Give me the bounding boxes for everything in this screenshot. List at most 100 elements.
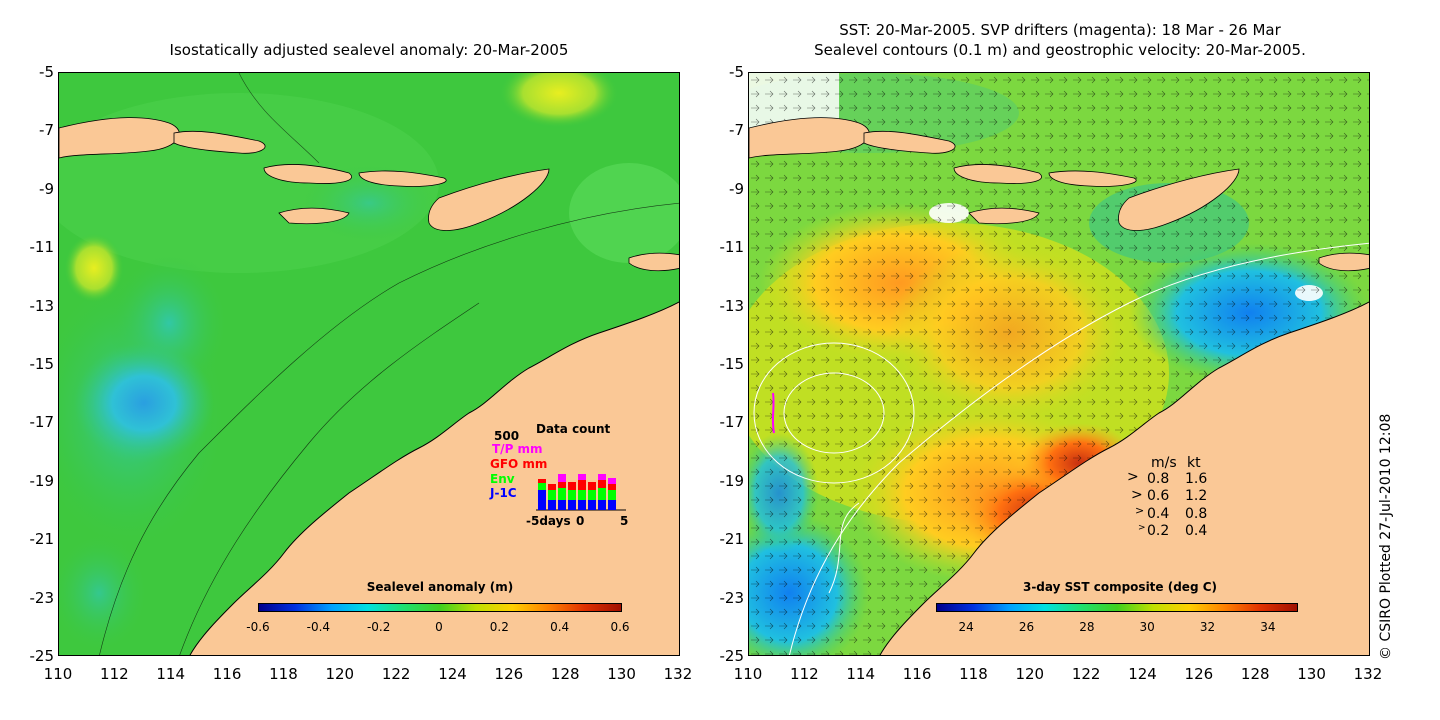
left-y-tick-0: -5 [39, 63, 54, 81]
velocity-header-kt: kt [1187, 455, 1201, 471]
left-x-tick-10: 130 [607, 665, 636, 683]
right-x-tick-3: 116 [902, 665, 932, 683]
sst-colorbar [936, 603, 1298, 612]
legend-j1c: J-1C [490, 486, 517, 500]
sealevel-colorbar [258, 603, 622, 612]
right-x-tick-6: 122 [1071, 665, 1101, 683]
left-map [58, 72, 680, 656]
bali-lombok [173, 130, 266, 154]
right-y-tick-1: -7 [729, 121, 744, 140]
left-panel-title: Isostatically adjusted sealevel anomaly:… [169, 41, 569, 59]
plot-credit: © CSIRO Plotted 27-Jul-2010 12:08 [1378, 413, 1394, 660]
left-x-tick-9: 128 [550, 665, 580, 683]
velocity-row-2-kt: 1.2 [1185, 488, 1208, 504]
bar-group [538, 474, 616, 510]
low-anomaly-eddy [74, 343, 214, 463]
velocity-row-1-kt: 1.6 [1185, 471, 1208, 487]
right-map [748, 72, 1370, 656]
left-cb-ticks-6: 0.6 [610, 620, 630, 634]
svp-drifter-track [771, 392, 775, 434]
legend-gfo: GFO mm [490, 457, 548, 471]
right-cb-tick-3: 30 [1139, 620, 1155, 634]
data-count-x-end: 5 [620, 514, 629, 528]
velocity-arrow-02: > [1138, 523, 1146, 533]
right-y-tick-4: -13 [719, 296, 745, 315]
right-x-tick-4: 118 [959, 665, 988, 683]
left-cb-ticks-1: -0.4 [306, 620, 331, 634]
right-x-tick-1: 112 [790, 665, 819, 683]
left-x-tick-0: 110 [43, 665, 73, 683]
velocity-row-3-ms: 0.4 [1147, 506, 1170, 522]
left-x-tick-2: 114 [156, 665, 186, 683]
left-cb-ticks-3: 0 [435, 620, 443, 634]
right-y-tick-0: -5 [729, 63, 744, 81]
left-y-tick-2: -9 [39, 179, 54, 198]
right-cb-tick-0: 24 [958, 620, 974, 634]
high-anomaly-eddy [64, 233, 124, 303]
right-x-tick-7: 124 [1128, 665, 1157, 683]
data-count-max: 500 [494, 429, 520, 443]
left-y-tick-5: -15 [29, 355, 55, 373]
sumba-island [278, 207, 350, 225]
left-x-tick-11: 132 [663, 665, 693, 683]
right-cb-tick-4: 32 [1199, 620, 1216, 634]
right-y-tick-6: -17 [719, 413, 745, 432]
right-y-tick-2: -9 [729, 179, 744, 198]
right-x-tick-5: 120 [1015, 665, 1045, 683]
timor-island [428, 168, 550, 231]
left-y-tick-3: -11 [29, 238, 55, 257]
velocity-header-ms: m/s [1151, 455, 1177, 471]
left-cb-ticks-4: 0.2 [489, 620, 509, 634]
velocity-row-4-kt: 0.4 [1185, 523, 1208, 539]
left-colorbar-title: Sealevel anomaly (m) [366, 580, 514, 594]
data-count-inset: Data count 500 T/P mm GFO mm Env J-1C -5… [490, 420, 630, 530]
velocity-row-2-ms: 0.6 [1147, 488, 1170, 504]
right-y-tick-10: -25 [719, 647, 745, 665]
velocity-row-4-ms: 0.2 [1147, 523, 1170, 539]
right-cb-tick-2: 28 [1079, 620, 1095, 634]
legend-tp: T/P mm [492, 442, 543, 456]
left-cb-ticks-2: -0.2 [366, 620, 391, 634]
left-x-tick-6: 122 [381, 665, 411, 683]
legend-env: Env [490, 472, 515, 486]
left-y-tick-9: -23 [29, 588, 55, 607]
data-count-x-zero: 0 [576, 514, 585, 528]
velocity-arrow-06: > [1131, 487, 1143, 503]
right-panel-title-2: Sealevel contours (0.1 m) and geostrophi… [814, 41, 1306, 59]
right-y-tick-5: -15 [719, 355, 745, 373]
velocity-arrow-08: > [1127, 469, 1139, 485]
right-y-tick-8: -21 [719, 530, 745, 549]
velocity-row-3-kt: 0.8 [1185, 506, 1208, 522]
left-y-tick-7: -19 [29, 471, 55, 490]
left-y-tick-8: -21 [29, 530, 55, 549]
right-x-tick-10: 130 [1297, 665, 1326, 683]
left-y-tick-4: -13 [29, 296, 55, 315]
left-y-tick-1: -7 [39, 121, 54, 140]
right-y-tick-3: -11 [719, 238, 745, 257]
right-y-tick-7: -19 [719, 471, 745, 490]
velocity-arrow-04: > [1135, 504, 1145, 517]
right-x-tick-11: 132 [1353, 665, 1383, 683]
left-x-tick-5: 120 [325, 665, 355, 683]
right-colorbar-title: 3-day SST composite (deg C) [1022, 580, 1218, 594]
right-cb-tick-5: 34 [1260, 620, 1276, 634]
left-x-tick-3: 116 [212, 665, 242, 683]
left-x-tick-7: 124 [438, 665, 467, 683]
right-x-tick-2: 114 [846, 665, 876, 683]
velocity-row-1-ms: 0.8 [1147, 471, 1170, 487]
left-y-tick-10: -25 [29, 647, 55, 665]
right-x-tick-0: 110 [733, 665, 763, 683]
sst-map [749, 73, 1369, 655]
right-y-tick-9: -23 [719, 588, 745, 607]
left-x-tick-4: 118 [269, 665, 298, 683]
data-count-bars [536, 474, 626, 511]
right-x-tick-8: 126 [1184, 665, 1214, 683]
left-x-tick-1: 112 [100, 665, 129, 683]
australia-coast [189, 301, 679, 655]
right-cb-tick-1: 26 [1018, 620, 1035, 634]
right-x-tick-9: 128 [1240, 665, 1270, 683]
sealevel-contour [783, 372, 885, 454]
data-count-title: Data count [536, 422, 611, 436]
left-x-tick-8: 126 [494, 665, 524, 683]
left-cb-ticks-0: -0.6 [246, 620, 270, 634]
